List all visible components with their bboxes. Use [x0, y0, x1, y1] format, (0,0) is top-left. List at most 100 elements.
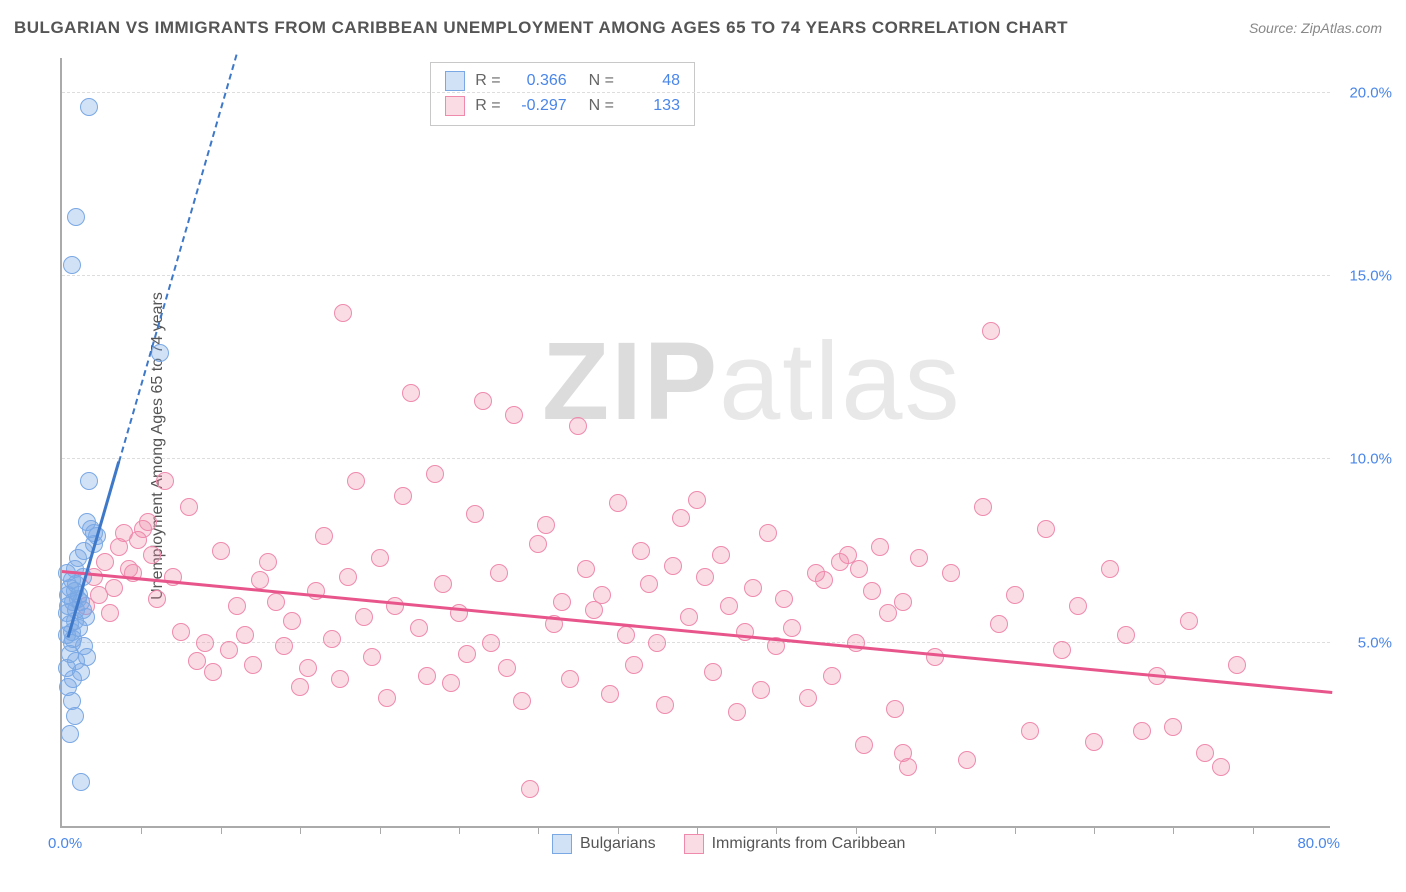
data-point-pink — [990, 615, 1008, 633]
data-point-pink — [394, 487, 412, 505]
legend-r-value: 0.366 — [511, 69, 567, 94]
legend-n-value: 133 — [624, 94, 680, 119]
grid-line — [62, 458, 1330, 459]
data-point-pink — [339, 568, 357, 586]
legend-stats-row: R = 0.366 N = 48 — [445, 69, 680, 94]
data-point-pink — [474, 392, 492, 410]
data-point-pink — [371, 549, 389, 567]
data-point-pink — [418, 667, 436, 685]
data-point-pink — [378, 689, 396, 707]
legend-swatch-pink — [684, 834, 704, 854]
data-point-pink — [783, 619, 801, 637]
x-tick — [538, 826, 539, 834]
data-point-pink — [871, 538, 889, 556]
legend-r-value: -0.297 — [511, 94, 567, 119]
data-point-pink — [712, 546, 730, 564]
data-point-pink — [601, 685, 619, 703]
data-point-blue — [66, 707, 84, 725]
data-point-pink — [442, 674, 460, 692]
data-point-pink — [386, 597, 404, 615]
data-point-pink — [688, 491, 706, 509]
data-point-pink — [291, 678, 309, 696]
data-point-pink — [899, 758, 917, 776]
y-tick-label: 10.0% — [1336, 451, 1392, 468]
data-point-pink — [148, 590, 166, 608]
data-point-pink — [720, 597, 738, 615]
data-point-pink — [1085, 733, 1103, 751]
data-point-blue — [61, 725, 79, 743]
legend-stat-label: N = — [589, 94, 614, 119]
grid-line — [62, 92, 1330, 93]
data-point-pink — [1133, 722, 1151, 740]
data-point-pink — [105, 579, 123, 597]
data-point-pink — [283, 612, 301, 630]
x-tick — [221, 826, 222, 834]
data-point-pink — [513, 692, 531, 710]
trend-line — [118, 55, 237, 463]
data-point-pink — [267, 593, 285, 611]
data-point-pink — [609, 494, 627, 512]
data-point-pink — [593, 586, 611, 604]
legend-stat-label: N = — [589, 69, 614, 94]
data-point-pink — [1021, 722, 1039, 740]
data-point-pink — [569, 417, 587, 435]
data-point-pink — [363, 648, 381, 666]
data-point-pink — [315, 527, 333, 545]
data-point-pink — [334, 304, 352, 322]
data-point-pink — [172, 623, 190, 641]
data-point-blue — [80, 98, 98, 116]
data-point-blue — [72, 663, 90, 681]
data-point-pink — [664, 557, 682, 575]
data-point-pink — [680, 608, 698, 626]
x-tick — [459, 826, 460, 834]
y-tick-label: 5.0% — [1336, 634, 1392, 651]
data-point-pink — [139, 513, 157, 531]
chart-title: BULGARIAN VS IMMIGRANTS FROM CARIBBEAN U… — [14, 18, 1068, 38]
data-point-pink — [1164, 718, 1182, 736]
data-point-pink — [355, 608, 373, 626]
x-tick — [141, 826, 142, 834]
data-point-pink — [1180, 612, 1198, 630]
data-point-pink — [529, 535, 547, 553]
data-point-pink — [910, 549, 928, 567]
x-tick — [1173, 826, 1174, 834]
data-point-pink — [672, 509, 690, 527]
data-point-pink — [863, 582, 881, 600]
data-point-pink — [1117, 626, 1135, 644]
data-point-pink — [704, 663, 722, 681]
data-point-pink — [942, 564, 960, 582]
data-point-pink — [251, 571, 269, 589]
data-point-pink — [752, 681, 770, 699]
data-point-blue — [63, 256, 81, 274]
data-point-pink — [617, 626, 635, 644]
data-point-pink — [466, 505, 484, 523]
legend-stats: R = 0.366 N = 48 R = -0.297 N = 133 — [430, 62, 695, 126]
x-tick — [1253, 826, 1254, 834]
grid-line — [62, 642, 1330, 643]
legend-swatch-blue — [445, 71, 465, 91]
data-point-pink — [434, 575, 452, 593]
data-point-pink — [96, 553, 114, 571]
x-tick — [935, 826, 936, 834]
data-point-pink — [228, 597, 246, 615]
data-point-pink — [521, 780, 539, 798]
data-point-pink — [299, 659, 317, 677]
x-tick-label: 80.0% — [1297, 835, 1340, 852]
data-point-pink — [553, 593, 571, 611]
data-point-pink — [490, 564, 508, 582]
data-point-pink — [759, 524, 777, 542]
x-tick — [856, 826, 857, 834]
data-point-pink — [855, 736, 873, 754]
x-tick — [776, 826, 777, 834]
data-point-pink — [894, 593, 912, 611]
data-point-pink — [220, 641, 238, 659]
data-point-pink — [648, 634, 666, 652]
data-point-pink — [744, 579, 762, 597]
data-point-pink — [180, 498, 198, 516]
y-tick-label: 20.0% — [1336, 84, 1392, 101]
legend-item: Bulgarians — [552, 834, 656, 854]
data-point-pink — [323, 630, 341, 648]
data-point-pink — [347, 472, 365, 490]
data-point-pink — [974, 498, 992, 516]
data-point-pink — [1069, 597, 1087, 615]
